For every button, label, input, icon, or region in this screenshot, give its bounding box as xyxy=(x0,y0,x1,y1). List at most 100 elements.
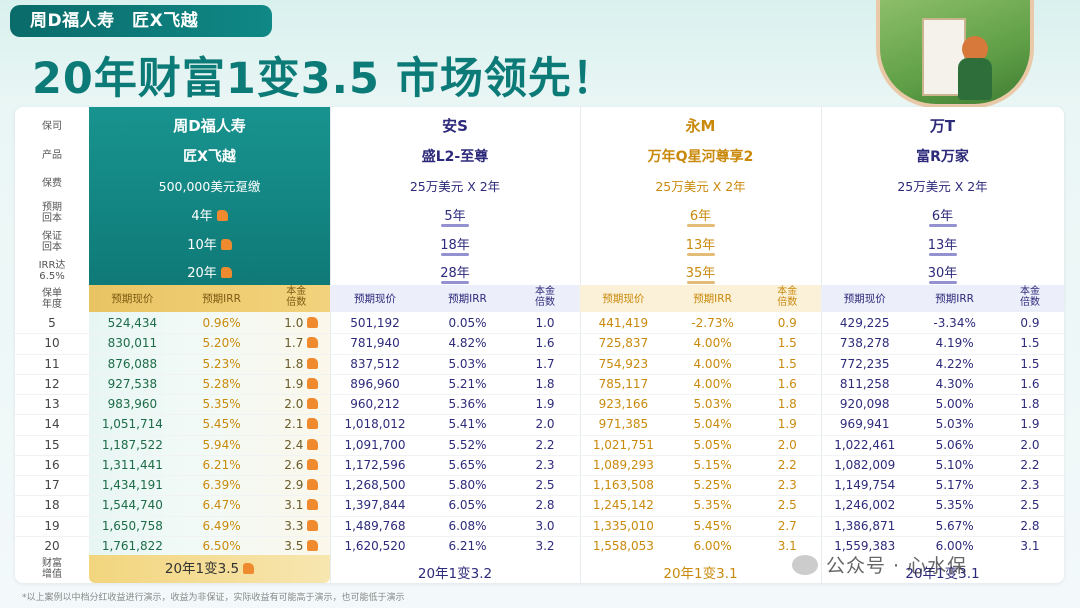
row-year-16: 16 xyxy=(44,457,60,472)
irr-value-2: 35年 xyxy=(685,266,716,281)
multiple-value-2: 1.8 xyxy=(777,397,797,411)
irr-value-0: 0.96% xyxy=(202,316,241,330)
cash-value-0: 1,761,822 xyxy=(101,538,163,553)
multiple-value-2: 1.5 xyxy=(777,356,797,371)
multiple-value-0: 3.3 xyxy=(284,519,344,533)
row-year-14: 14 xyxy=(44,417,60,432)
multiple-value-2: 2.7 xyxy=(777,518,797,533)
thumbs-up-icon xyxy=(220,239,232,250)
multiple-value-3: 2.5 xyxy=(1020,498,1040,513)
multiple-value-3: 2.3 xyxy=(1020,478,1040,492)
subheader-irr-3: 预期IRR xyxy=(935,293,974,305)
irr-value-3: 5.00% xyxy=(935,397,974,411)
irr-value-1: 6.21% xyxy=(448,538,487,553)
multiple-value-2: 2.3 xyxy=(777,478,797,492)
thumbs-up-icon xyxy=(307,357,319,369)
multiple-value-0: 2.0 xyxy=(284,397,344,411)
cash-value-0: 927,538 xyxy=(107,376,158,391)
cash-value-2: 1,245,142 xyxy=(592,498,654,513)
multiple-value-1: 2.3 xyxy=(535,457,555,472)
irr-value-1: 5.80% xyxy=(448,478,487,492)
multiple-value-2: 1.5 xyxy=(777,336,797,351)
summary-text: 20年1变3.5 xyxy=(164,561,240,577)
multiple-value-1: 1.9 xyxy=(535,397,555,411)
multiple-value-2: 2.5 xyxy=(777,498,797,513)
cash-value-3: 920,098 xyxy=(839,397,890,411)
irr-value-0: 5.45% xyxy=(202,417,241,432)
cash-value-3: 738,278 xyxy=(839,336,890,351)
irr-value-3: -3.34% xyxy=(933,316,976,330)
cash-value-0: 1,434,191 xyxy=(101,478,163,492)
row-year-12: 12 xyxy=(44,376,60,391)
subheader-cv-1: 预期现价 xyxy=(354,293,396,305)
irr-value-3: 5.10% xyxy=(935,457,974,472)
cash-value-1: 1,397,844 xyxy=(344,498,406,513)
irr-value-0: 5.23% xyxy=(202,356,241,371)
cash-value-2: 1,089,293 xyxy=(592,457,654,472)
irr-value-2: 4.00% xyxy=(693,336,732,351)
underline-decoration xyxy=(686,224,715,227)
subheader-cv-0: 预期现价 xyxy=(111,293,154,305)
guarantee-value-3: 13年 xyxy=(927,238,958,253)
brand-banner: 周D福人寿 匠X飞越 xyxy=(10,5,272,37)
cash-value-1: 1,018,012 xyxy=(344,417,406,432)
multiple-value-1: 1.0 xyxy=(535,316,555,330)
irr-value-1: 5.65% xyxy=(448,457,487,472)
irr-value-2: 5.05% xyxy=(693,437,732,452)
product-name-2: 万年Q星河尊享2 xyxy=(647,149,754,165)
underline-decoration xyxy=(928,253,957,256)
multiple-value-0: 3.5 xyxy=(284,539,344,553)
thumbs-up-icon xyxy=(307,438,319,450)
premium-1: 25万美元 X 2年 xyxy=(409,179,501,194)
row-divider xyxy=(15,434,1064,436)
cash-value-3: 1,386,871 xyxy=(834,518,896,533)
multiple-value-2: 2.2 xyxy=(777,457,797,472)
cash-value-1: 1,091,700 xyxy=(344,437,406,452)
multiple-value-0: 2.6 xyxy=(284,458,344,472)
row-divider xyxy=(15,454,1064,456)
subheader-mult-2: 本金 倍数 xyxy=(777,286,798,308)
cash-value-0: 1,311,441 xyxy=(101,457,163,472)
multiple-value-1: 2.2 xyxy=(535,437,555,452)
payback-value-1: 5年 xyxy=(444,209,466,224)
multiple-value-1: 2.8 xyxy=(535,498,555,513)
multiple-value-0: 2.4 xyxy=(284,438,344,452)
underline-decoration xyxy=(441,253,469,256)
multiple-value-3: 2.2 xyxy=(1020,457,1040,472)
irr-value-3: 5.17% xyxy=(935,478,974,492)
row-divider xyxy=(15,414,1064,416)
premium-3: 25万美元 X 2年 xyxy=(897,179,988,194)
multiple-value-2: 3.1 xyxy=(777,538,797,553)
multiple-value-0: 2.9 xyxy=(284,478,344,492)
irr-value-2: 5.35% xyxy=(693,498,732,513)
thumbs-up-icon xyxy=(220,267,232,278)
cash-value-3: 811,258 xyxy=(839,376,890,391)
subheader-band-1 xyxy=(330,285,580,312)
multiple-value-1: 3.0 xyxy=(535,518,555,533)
multiple-value-0: 1.7 xyxy=(284,336,344,350)
irr-value-1: 5.52% xyxy=(448,437,487,452)
thumbs-up-icon xyxy=(307,539,319,551)
company-name-0: 周D福人寿 xyxy=(173,117,246,135)
product-name-1: 盛L2-至尊 xyxy=(421,149,489,165)
cash-value-2: 785,117 xyxy=(598,376,649,391)
cash-value-1: 896,960 xyxy=(350,376,400,391)
footnote: *以上案例以中档分红收益进行演示，收益为非保证，实际收益有可能高于演示，也可能低… xyxy=(22,593,405,603)
company-name-3: 万T xyxy=(929,117,956,135)
subheader-irr-0: 预期IRR xyxy=(202,293,241,305)
child-image xyxy=(962,36,988,62)
guarantee-value-2: 13年 xyxy=(685,238,716,253)
thumbs-up-icon xyxy=(307,377,319,389)
product-name-0: 匠X飞越 xyxy=(183,149,236,165)
row-label-company: 保司 xyxy=(42,121,62,132)
premium-0: 500,000美元趸缴 xyxy=(158,179,261,194)
cash-value-1: 1,268,500 xyxy=(344,478,406,492)
column-divider xyxy=(330,107,331,583)
irr-value-3: 6.00% xyxy=(935,538,974,553)
irr-value-0: 6.21% xyxy=(202,457,241,472)
subheader-irr-2: 预期IRR xyxy=(693,293,732,305)
column-divider xyxy=(821,107,822,583)
multiple-value-3: 1.5 xyxy=(1020,356,1040,371)
summary-1: 20年1变3.2 xyxy=(417,566,493,582)
irr-value-1: 5.03% xyxy=(448,356,487,371)
